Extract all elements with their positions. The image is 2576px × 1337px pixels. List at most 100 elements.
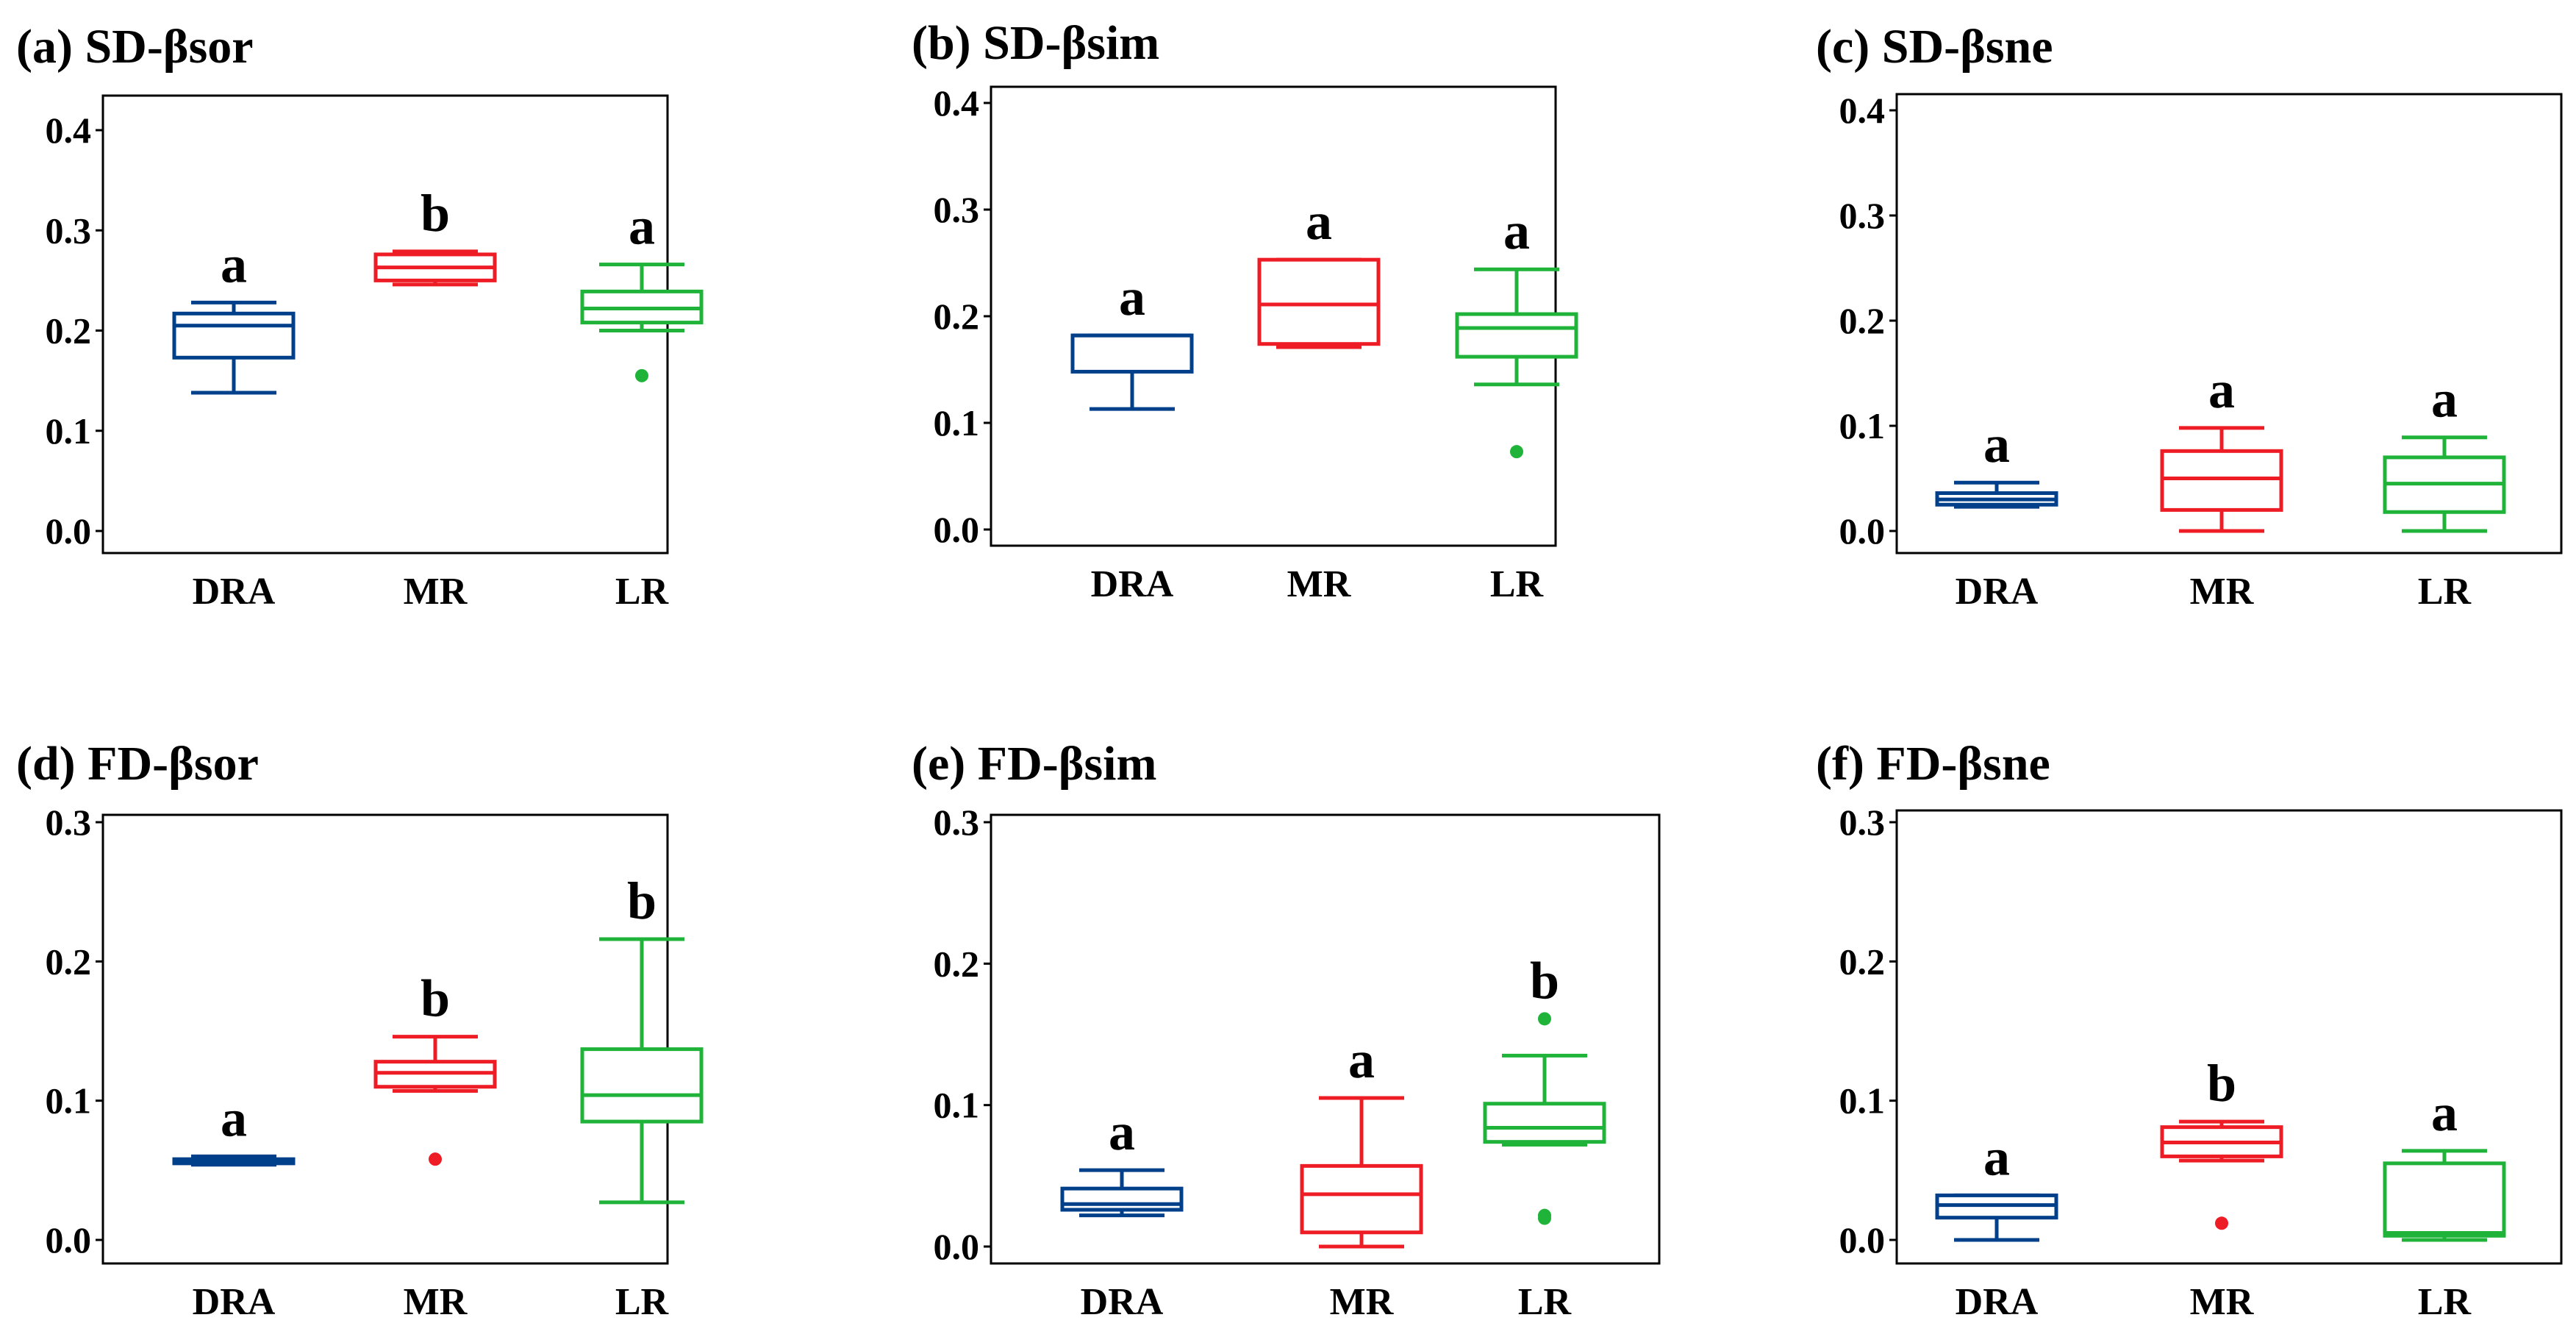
- y-tick-label: 0.4: [1839, 90, 1886, 131]
- iqr-box: [1483, 1102, 1606, 1144]
- plot-frame: [101, 813, 669, 1265]
- iqr-box: [2160, 449, 2283, 512]
- plot-frame: [1895, 809, 2563, 1265]
- y-tick-label: 0.3: [46, 210, 92, 251]
- chart-panel-3: (c) SD-βsne 0.0 0.1 0.2 0.3 0.4 DRA MR LR a a a: [1816, 20, 2563, 613]
- y-tick-label: 0.4: [46, 110, 92, 151]
- significance-letter: b: [421, 184, 450, 243]
- significance-letter: a: [1306, 192, 1332, 251]
- outlier-point: [635, 368, 648, 382]
- y-tick-label: 0.1: [46, 1080, 92, 1122]
- chart-panel-5: (e) FD-βsim 0.0 0.1 0.2 0.3 DRA MR LR a a b: [912, 737, 1661, 1323]
- y-tick-label: 0.2: [934, 943, 980, 984]
- plot-frame: [1895, 93, 2563, 555]
- x-tick-label: LR: [2418, 1281, 2472, 1323]
- y-tick-label: 0.2: [46, 941, 92, 982]
- x-tick-label: MR: [2190, 571, 2255, 613]
- y-tick-label: 0.1: [46, 410, 92, 452]
- y-tick-label: 0.3: [46, 802, 92, 843]
- x-tick-label: MR: [1287, 563, 1352, 605]
- significance-letter: a: [1348, 1030, 1375, 1089]
- chart-panel-6: (f) FD-βsne 0.0 0.1 0.2 0.3 DRA MR LR a b a: [1816, 737, 2563, 1323]
- x-tick-label: LR: [615, 571, 670, 613]
- box-LR: a: [2383, 1083, 2506, 1242]
- significance-letter: b: [421, 969, 450, 1028]
- y-tick-label: 0.0: [46, 510, 92, 552]
- chart-title: (b) SD-βsim: [912, 16, 1159, 70]
- outlier-point: [429, 1152, 442, 1166]
- y-tick-label: 0.0: [1839, 510, 1886, 552]
- y-tick-label: 0.0: [934, 509, 980, 550]
- significance-letter: b: [627, 871, 656, 930]
- y-tick-label: 0.2: [1839, 300, 1886, 341]
- significance-letter: b: [1530, 951, 1559, 1010]
- significance-letter: a: [1983, 415, 2010, 474]
- significance-letter: a: [1119, 268, 1145, 327]
- y-tick-label: 0.1: [934, 1085, 980, 1126]
- chart-title: (e) FD-βsim: [912, 737, 1156, 791]
- y-tick-label: 0.1: [934, 402, 980, 443]
- significance-letter: a: [2208, 360, 2235, 419]
- x-tick-label: LR: [1490, 563, 1545, 605]
- y-tick-label: 0.1: [1839, 405, 1886, 446]
- x-tick-label: DRA: [193, 1281, 276, 1323]
- chart-panel-1: (a) SD-βsor 0.0 0.1 0.2 0.3 0.4 DRA MR LR a b a: [16, 20, 704, 613]
- y-tick-label: 0.1: [1839, 1080, 1886, 1122]
- x-tick-label: DRA: [1091, 563, 1174, 605]
- iqr-box: [1060, 1186, 1184, 1212]
- outlier-point: [2215, 1216, 2228, 1230]
- y-tick-label: 0.3: [1839, 802, 1886, 843]
- box-LR: a: [2383, 370, 2506, 533]
- significance-letter: a: [2431, 1083, 2458, 1142]
- x-tick-label: LR: [2418, 571, 2472, 613]
- box-DRA: a: [1070, 268, 1194, 411]
- y-tick-label: 0.2: [934, 296, 980, 337]
- x-tick-label: LR: [615, 1281, 670, 1323]
- y-tick-label: 0.2: [46, 310, 92, 352]
- box-LR: b: [580, 871, 704, 1205]
- x-tick-label: DRA: [1956, 1281, 2039, 1323]
- chart-panel-2: (b) SD-βsim 0.0 0.1 0.2 0.3 0.4 DRA MR LR a a a: [912, 16, 1578, 605]
- significance-letter: a: [1503, 202, 1530, 260]
- significance-letter: a: [221, 235, 247, 293]
- box-DRA: a: [1935, 415, 2058, 509]
- chart-title: (f) FD-βsne: [1816, 737, 2050, 791]
- y-tick-label: 0.4: [934, 82, 980, 124]
- x-tick-label: DRA: [1956, 571, 2039, 613]
- significance-letter: a: [221, 1088, 247, 1147]
- box-DRA: a: [172, 1088, 296, 1167]
- outlier-point: [1538, 1211, 1551, 1225]
- outlier-point: [1510, 445, 1523, 459]
- significance-letter: a: [629, 197, 655, 256]
- y-tick-label: 0.2: [1839, 941, 1886, 982]
- box-MR: a: [1257, 192, 1381, 349]
- x-tick-label: DRA: [1081, 1281, 1164, 1323]
- x-tick-label: LR: [1518, 1281, 1573, 1323]
- x-tick-label: MR: [1330, 1281, 1395, 1323]
- y-tick-label: 0.3: [934, 802, 980, 843]
- significance-letter: a: [1109, 1102, 1135, 1161]
- chart-panel-4: (d) FD-βsor 0.0 0.1 0.2 0.3 DRA MR LR a b b: [16, 737, 704, 1323]
- iqr-box: [2383, 1161, 2506, 1238]
- y-tick-label: 0.3: [934, 189, 980, 230]
- box-DRA: a: [172, 235, 296, 395]
- iqr-box: [1257, 257, 1381, 346]
- box-MR: b: [373, 184, 497, 287]
- box-LR: a: [580, 197, 704, 382]
- x-tick-label: MR: [2190, 1281, 2255, 1323]
- chart-title: (c) SD-βsne: [1816, 20, 2053, 74]
- box-MR: b: [2160, 1054, 2283, 1230]
- outlier-point: [1538, 1012, 1551, 1026]
- chart-title: (a) SD-βsor: [16, 20, 254, 74]
- iqr-box: [1300, 1163, 1423, 1235]
- chart-title: (d) FD-βsor: [16, 737, 259, 791]
- y-tick-label: 0.0: [934, 1226, 980, 1267]
- box-MR: b: [373, 969, 497, 1166]
- box-LR: a: [1455, 202, 1578, 459]
- iqr-box: [172, 311, 296, 360]
- box-MR: a: [1300, 1030, 1423, 1249]
- box-MR: a: [2160, 360, 2283, 533]
- x-tick-label: DRA: [193, 571, 276, 613]
- significance-letter: a: [2431, 370, 2458, 429]
